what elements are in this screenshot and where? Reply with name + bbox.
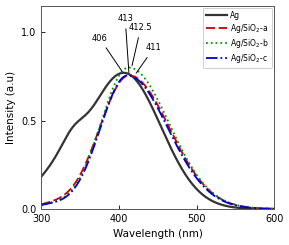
Text: 412.5: 412.5 [129, 23, 153, 66]
Ag/SiO$_2$-c [266, 207, 269, 210]
Ag/SiO$_2$-b [266, 207, 269, 210]
Ag [147, 98, 150, 101]
Ag/SiO$_2$-a [223, 199, 227, 202]
Ag/SiO$_2$-a [127, 74, 131, 77]
Ag/SiO$_2$-c [266, 207, 269, 210]
Ag/SiO$_2$-a [40, 203, 43, 206]
Line: Ag/SiO$_2$-a: Ag/SiO$_2$-a [41, 75, 274, 209]
Ag/SiO$_2$-a [153, 98, 156, 101]
Ag [153, 111, 156, 114]
Ag/SiO$_2$-a [266, 207, 269, 210]
Ag [51, 159, 55, 162]
Ag/SiO$_2$-b [266, 207, 269, 210]
Ag/SiO$_2$-c [147, 91, 150, 94]
Ag/SiO$_2$-c [51, 201, 55, 204]
Line: Ag/SiO$_2$-b: Ag/SiO$_2$-b [41, 67, 274, 209]
Ag/SiO$_2$-b [223, 199, 227, 202]
Y-axis label: Intensity (a.u): Intensity (a.u) [5, 71, 16, 144]
Text: 413: 413 [117, 14, 133, 73]
Ag/SiO$_2$-b [147, 82, 150, 85]
Ag/SiO$_2$-a [266, 207, 269, 210]
Ag/SiO$_2$-b [273, 207, 276, 210]
Ag/SiO$_2$-c [126, 74, 129, 77]
Ag [273, 208, 276, 210]
Line: Ag/SiO$_2$-c: Ag/SiO$_2$-c [41, 75, 274, 209]
Ag [40, 175, 43, 178]
Ag/SiO$_2$-a [273, 207, 276, 210]
Text: 406: 406 [92, 34, 122, 71]
Ag [223, 204, 227, 207]
Ag/SiO$_2$-a [147, 89, 150, 92]
Ag/SiO$_2$-a [51, 199, 55, 202]
Ag/SiO$_2$-c [223, 200, 227, 203]
Legend: Ag, Ag/SiO$_2$-a, Ag/SiO$_2$-b, Ag/SiO$_2$-c: Ag, Ag/SiO$_2$-a, Ag/SiO$_2$-b, Ag/SiO$_… [203, 8, 272, 68]
Ag [266, 208, 269, 210]
Ag/SiO$_2$-b [153, 93, 156, 96]
Ag/SiO$_2$-b [40, 203, 43, 206]
Ag/SiO$_2$-c [273, 207, 276, 210]
Text: 411: 411 [136, 43, 162, 73]
Ag/SiO$_2$-c [153, 101, 156, 104]
Ag/SiO$_2$-b [127, 66, 130, 69]
Ag/SiO$_2$-b [51, 200, 55, 203]
Ag [122, 71, 125, 74]
Line: Ag: Ag [41, 73, 274, 209]
Ag [266, 208, 269, 210]
Ag/SiO$_2$-c [40, 204, 43, 207]
X-axis label: Wavelength (nm): Wavelength (nm) [113, 230, 203, 239]
